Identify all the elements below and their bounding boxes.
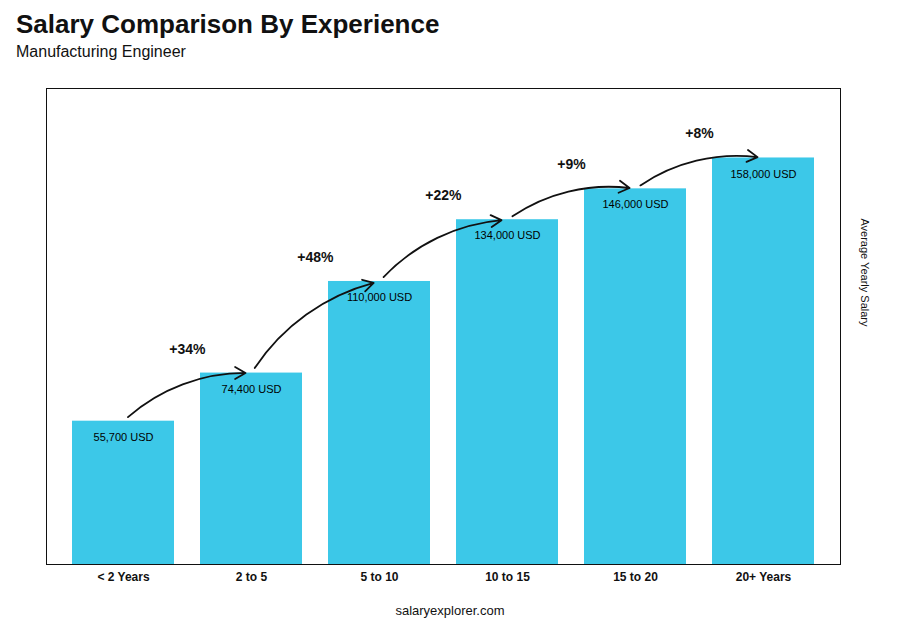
svg-text:158,000 USD: 158,000 USD xyxy=(730,167,796,179)
svg-text:2 to 5: 2 to 5 xyxy=(236,570,268,584)
html-text:Salary Comparison By Experienc: Salary Comparison By Experience xyxy=(16,9,440,39)
svg-text:110,000 USD: 110,000 USD xyxy=(347,291,412,303)
svg-text:55,700 USD: 55,700 USD xyxy=(94,431,154,443)
svg-text:5 to 10: 5 to 10 xyxy=(360,570,398,584)
svg-text:+34%: +34% xyxy=(169,341,206,357)
svg-text:146,000 USD: 146,000 USD xyxy=(602,198,668,210)
html-text:Manufacturing Engineer: Manufacturing Engineer xyxy=(16,43,186,60)
html-text:salaryexplorer.com: salaryexplorer.com xyxy=(395,603,505,618)
svg-text:+48%: +48% xyxy=(297,249,334,265)
svg-text:74,400 USD: 74,400 USD xyxy=(222,383,282,395)
svg-text:15 to 20: 15 to 20 xyxy=(613,570,658,584)
svg-text:134,000 USD: 134,000 USD xyxy=(474,229,540,241)
svg-text:+8%: +8% xyxy=(685,125,714,141)
svg-text:< 2 Years: < 2 Years xyxy=(97,570,149,584)
svg-text:10 to 15: 10 to 15 xyxy=(485,570,530,584)
svg-text:+9%: +9% xyxy=(557,156,586,172)
svg-text:20+ Years: 20+ Years xyxy=(736,570,792,584)
svg-text:Average Yearly Salary: Average Yearly Salary xyxy=(859,218,871,327)
svg-text:+22%: +22% xyxy=(425,187,462,203)
